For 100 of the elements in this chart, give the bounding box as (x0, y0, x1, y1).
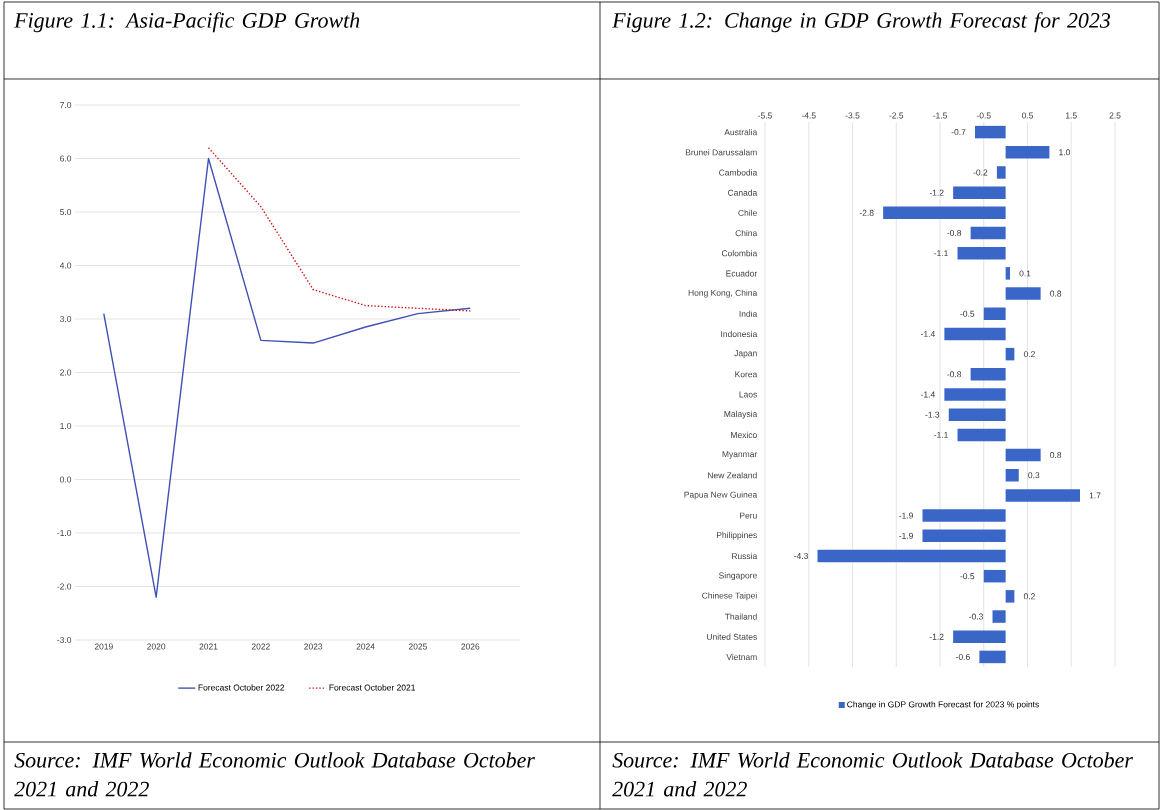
bar (992, 610, 1006, 623)
y-tick-label: -3.0 (57, 637, 72, 643)
x-tick-label: 2.5 (1109, 112, 1121, 119)
x-tick-label: 1.5 (1066, 112, 1077, 119)
bar (944, 327, 1006, 341)
y-tick-label: Russia (732, 552, 758, 560)
chart-title: Figure 1.2: Change in GDP Growth Forecast for 2023 (612, 12, 1111, 33)
x-tick-label: -1.5 (933, 112, 947, 119)
bar (996, 166, 1006, 179)
y-tick-label: Australia (724, 128, 758, 136)
y-tick-label: Myanmar (722, 451, 758, 459)
x-tick-label: -3.5 (845, 112, 860, 119)
y-tick-label: Cambodia (719, 169, 758, 176)
bar (957, 246, 1006, 260)
bar (975, 125, 1006, 139)
y-tick-label: Japan (734, 350, 757, 358)
source-note: Source: IMF World Economic Outlook Database October 2021 and 2022 (612, 752, 1133, 797)
bar (1005, 590, 1015, 603)
y-tick-label: India (739, 310, 758, 317)
bar (1005, 267, 1011, 280)
y-tick-label: Malaysia (724, 410, 758, 419)
y-tick-label: New Zealand (708, 472, 757, 479)
y-tick-label: Ecuador (726, 270, 758, 277)
text: -1.4 (921, 391, 935, 398)
y-tick-label: -2.0 (57, 583, 72, 590)
y-tick-label: 7.0 (60, 102, 72, 108)
text: 0.3 (1028, 472, 1040, 479)
bar (970, 368, 1006, 381)
line-series (103, 157, 471, 598)
bar (953, 186, 1006, 199)
y-tick-label: Vietnam (726, 653, 757, 661)
x-tick-label: 2026 (461, 643, 480, 650)
x-tick-label: 2023 (304, 643, 323, 650)
bar (1005, 287, 1041, 300)
text: 0.2 (1023, 351, 1035, 358)
x-tick-label: 2021 (199, 643, 218, 650)
x-tick-label: 2020 (147, 643, 166, 650)
y-tick-label: United States (707, 633, 757, 640)
y-tick-label: Thailand (724, 613, 757, 620)
legend-label: Forecast October 2021 (329, 684, 416, 691)
text: -0.6 (956, 653, 970, 660)
y-tick-label: Philippines (716, 531, 757, 540)
bar (957, 428, 1006, 442)
bar (983, 307, 1006, 321)
y-tick-label: Chile (738, 209, 757, 216)
text: -4.3 (794, 552, 808, 559)
text: -0.2 (973, 169, 988, 176)
y-tick-label: Chinese Taipei (702, 592, 757, 601)
bar (970, 226, 1006, 240)
y-tick-label: Mexico (731, 431, 757, 438)
text: 0.8 (1050, 452, 1062, 459)
y-tick-label: Papua New Guinea (684, 491, 758, 500)
text: -1.3 (925, 411, 940, 418)
y-tick-label: Indonesia (721, 330, 758, 338)
text: -1.1 (934, 431, 948, 438)
y-tick-label: -1.0 (57, 530, 72, 536)
bar (922, 529, 1006, 543)
y-tick-label: Brunei Darussalam (685, 149, 757, 156)
text: -0.5 (960, 310, 975, 317)
y-tick-label: Korea (735, 371, 758, 378)
x-tick-label: 0.5 (1021, 112, 1034, 119)
x-tick-label: 2025 (408, 643, 427, 650)
text: -1.2 (929, 633, 944, 640)
bar (1005, 448, 1041, 462)
text: -1.9 (899, 512, 913, 519)
y-tick-label: 6.0 (60, 155, 72, 162)
text: -1.1 (934, 250, 948, 257)
bar (883, 206, 1006, 220)
y-tick-label: Colombia (721, 250, 758, 257)
text: 0.1 (1019, 270, 1031, 277)
text: 0.8 (1050, 290, 1062, 297)
legend-label: Change in GDP Growth Forecast for 2023 % points (847, 701, 1039, 710)
bar (1005, 469, 1019, 482)
text: -0.8 (947, 371, 962, 378)
y-tick-label: 2.0 (60, 369, 72, 376)
text: 1.7 (1089, 492, 1101, 499)
text: -0.8 (947, 230, 962, 237)
y-tick-label: China (735, 229, 758, 237)
y-tick-label: 3.0 (60, 316, 72, 322)
bar (953, 630, 1006, 643)
source-note: Source: IMF World Economic Outlook Database October 2021 and 2022 (14, 752, 535, 797)
text: 0.2 (1023, 593, 1035, 600)
text: 1.0 (1059, 149, 1070, 156)
text: -2.8 (859, 209, 874, 216)
bar (922, 509, 1006, 522)
x-tick-label: 2024 (356, 643, 375, 650)
y-tick-label: Singapore (719, 572, 757, 581)
text: -0.5 (960, 573, 975, 580)
y-tick-label: Hong Kong, China (688, 289, 758, 298)
bar (944, 388, 1006, 401)
y-tick-label: Canada (728, 189, 758, 196)
x-tick-label: -0.5 (976, 112, 991, 119)
bar (983, 569, 1006, 583)
text: -0.3 (969, 613, 983, 620)
bar (979, 650, 1006, 664)
bar (1005, 489, 1081, 502)
y-tick-label: 5.0 (60, 209, 72, 215)
x-tick-label: 2019 (94, 643, 113, 650)
x-tick-label: -4.5 (801, 112, 816, 119)
chart-title: Figure 1.1: Asia-Pacific GDP Growth (14, 12, 360, 33)
